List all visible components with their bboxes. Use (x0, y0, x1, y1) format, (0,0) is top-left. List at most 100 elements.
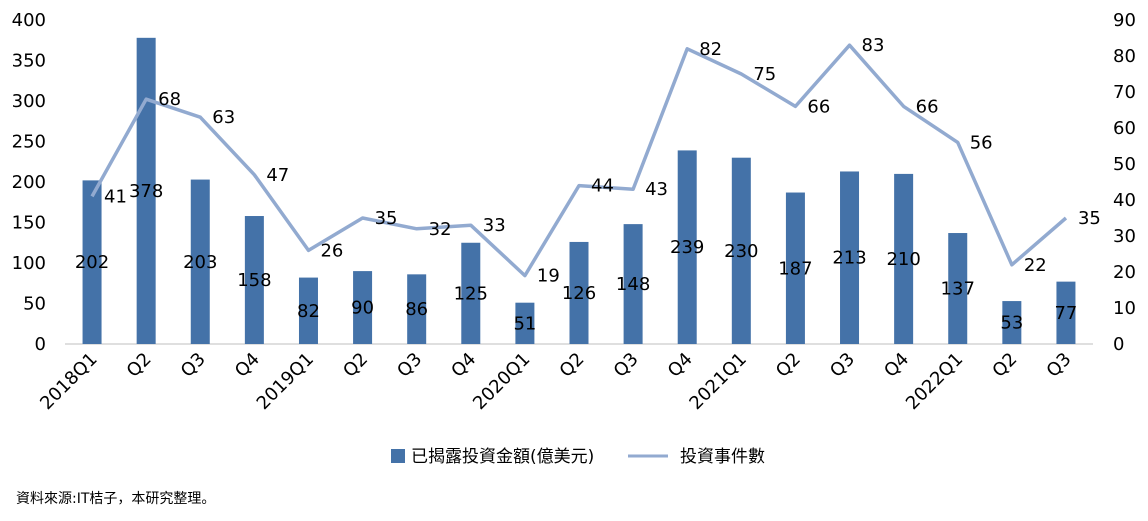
bar-value-label: 187 (778, 258, 812, 279)
bar-value-label: 203 (183, 252, 217, 273)
bar-data-labels: 202 378 203 158 82 90 86 125 51 126 148 239 230 187 21… (75, 181, 1078, 334)
line-path (90, 43, 1068, 278)
bar (677, 150, 697, 344)
bar (731, 157, 751, 344)
bar-value-label: 53 (1000, 313, 1023, 334)
right-tick-label: 90 (1113, 10, 1136, 31)
bar-value-label: 230 (724, 241, 758, 262)
right-tick-label: 70 (1113, 82, 1136, 103)
bar (840, 171, 860, 344)
bar-value-label: 126 (562, 283, 596, 304)
bar-value-label: 158 (237, 270, 271, 291)
bar-series (82, 37, 1076, 344)
bar (785, 192, 805, 344)
bar (894, 173, 914, 344)
category-label: Q4 (231, 349, 264, 382)
bar (82, 180, 102, 344)
category-label: 2021Q1 (685, 349, 750, 414)
line-value-label: 35 (1078, 208, 1101, 229)
line-value-label: 32 (429, 219, 452, 240)
bar-value-label: 378 (129, 181, 163, 202)
left-tick-label: 300 (12, 91, 46, 112)
left-tick-label: 350 (12, 51, 46, 72)
left-tick-label: 0 (35, 334, 46, 355)
legend-bar-swatch (391, 449, 405, 463)
left-tick-label: 250 (12, 132, 46, 153)
line-value-label: 63 (212, 107, 235, 128)
bar (136, 37, 156, 344)
bar-value-label: 82 (297, 301, 320, 322)
bar-value-label: 148 (616, 274, 650, 295)
category-label: Q3 (177, 349, 210, 382)
line-value-label: 68 (158, 89, 181, 110)
line-series (90, 43, 1068, 278)
category-label: Q2 (988, 349, 1021, 382)
right-tick-label: 20 (1113, 262, 1136, 283)
bar-value-label: 51 (513, 313, 536, 334)
line-value-label: 47 (266, 165, 289, 186)
bar-value-label: 77 (1054, 303, 1077, 324)
legend-bar-label: 已揭露投資金額(億美元) (411, 447, 594, 467)
line-value-label: 66 (916, 96, 939, 117)
line-value-label: 56 (970, 132, 993, 153)
bar-value-label: 239 (670, 237, 704, 258)
bar (298, 277, 318, 344)
left-axis-ticks: 0 50 100 150 200 250 300 350 400 (12, 10, 46, 355)
bar-value-label: 210 (886, 249, 920, 270)
line-value-label: 33 (483, 215, 506, 236)
category-label: Q4 (447, 349, 480, 382)
line-value-label: 22 (1024, 255, 1047, 276)
bar-value-label: 125 (454, 283, 488, 304)
category-label: Q2 (556, 349, 589, 382)
category-label: Q3 (826, 349, 859, 382)
bar (569, 241, 589, 344)
line-value-label: 82 (699, 39, 722, 60)
bar (190, 179, 210, 344)
line-value-label: 41 (104, 186, 127, 207)
bar (407, 274, 427, 344)
right-tick-label: 30 (1113, 226, 1136, 247)
legend: 已揭露投資金額(億美元) 投資事件數 (391, 447, 765, 467)
right-axis-ticks: 0 10 20 30 40 50 60 70 80 90 (1113, 10, 1136, 355)
line-value-label: 43 (645, 179, 668, 200)
bar (1002, 301, 1022, 344)
line-value-label: 44 (591, 176, 614, 197)
bar (353, 271, 373, 344)
legend-line-label: 投資事件數 (680, 447, 765, 467)
bar (1056, 281, 1076, 344)
bar (515, 302, 535, 344)
category-label: 2022Q1 (902, 349, 967, 414)
category-label: Q3 (1043, 349, 1076, 382)
left-tick-label: 50 (23, 294, 46, 315)
right-tick-label: 80 (1113, 46, 1136, 67)
right-tick-label: 40 (1113, 190, 1136, 211)
combo-chart: 0 50 100 150 200 250 300 350 400 0 10 20 30 40 50 60 70… (12, 10, 1136, 467)
category-label: Q3 (393, 349, 426, 382)
right-tick-label: 10 (1113, 298, 1136, 319)
bar-value-label: 137 (941, 279, 975, 300)
bar-value-label: 90 (351, 298, 374, 319)
category-label: Q2 (123, 349, 156, 382)
right-tick-label: 60 (1113, 118, 1136, 139)
line-value-label: 83 (862, 35, 885, 56)
right-tick-label: 50 (1113, 154, 1136, 175)
bar (948, 233, 968, 344)
category-label: 2018Q1 (36, 349, 101, 414)
left-tick-label: 200 (12, 172, 46, 193)
line-value-label: 75 (753, 64, 776, 85)
category-label: Q2 (339, 349, 372, 382)
category-label: Q3 (610, 349, 643, 382)
category-label: Q4 (664, 349, 697, 382)
category-label: Q4 (880, 349, 913, 382)
bar (623, 224, 643, 344)
left-tick-label: 100 (12, 253, 46, 274)
line-value-label: 35 (375, 208, 398, 229)
bar-value-label: 213 (832, 248, 866, 269)
category-label: 2019Q1 (253, 349, 318, 414)
bar-value-label: 86 (405, 299, 428, 320)
left-tick-label: 150 (12, 213, 46, 234)
right-tick-label: 0 (1113, 334, 1124, 355)
line-data-labels: 41 68 63 47 26 35 32 33 19 44 43 82 75 66 83 66 56 22 35 (104, 35, 1101, 286)
